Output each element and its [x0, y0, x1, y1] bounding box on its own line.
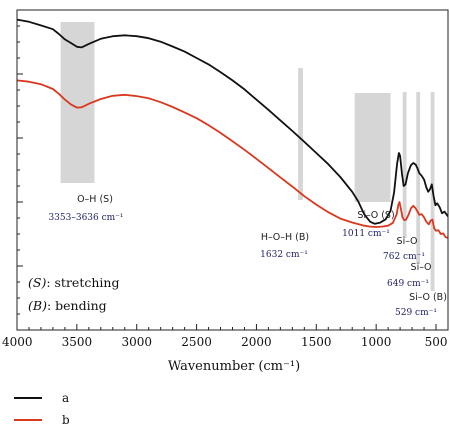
- band-highlights: [60, 22, 435, 291]
- x-tick-label-500: 500: [425, 335, 448, 349]
- band-1011-cm: [354, 93, 391, 202]
- x-tick-label-1000: 1000: [361, 335, 392, 349]
- x-tick-label-1500: 1500: [301, 335, 332, 349]
- band-wavenumber-label: 1632 cm⁻¹: [260, 250, 308, 260]
- x-tick-label-3500: 3500: [62, 335, 93, 349]
- band-762-cm: [402, 92, 407, 238]
- band-bond-label: H–O–H (B): [261, 232, 309, 243]
- band-wavenumber-label: 3353–3636 cm⁻¹: [48, 213, 123, 223]
- band-3353-3636-cm: [60, 22, 95, 183]
- band-bond-label: Si–O: [411, 262, 432, 273]
- legend-label-b: b: [62, 413, 70, 427]
- x-axis-title: Wavenumber (cm⁻¹): [168, 359, 300, 374]
- y-axis-ticks: [17, 9, 23, 331]
- band-649-cm: [416, 92, 421, 264]
- note-stretching: (S): stretching: [28, 275, 119, 290]
- legend: ab: [14, 391, 70, 427]
- legend-label-a: a: [62, 391, 69, 405]
- x-tick-label-2000: 2000: [241, 335, 272, 349]
- band-wavenumber-label: 762 cm⁻¹: [383, 252, 425, 262]
- series-line-b: [16, 79, 449, 239]
- series-lines: [16, 18, 449, 239]
- x-tick-label-4000: 4000: [2, 335, 33, 349]
- band-annotations: O–H (S) 3353–3636 cm⁻¹ H–O–H (B) 1632 cm⁻¹ S…: [48, 194, 446, 318]
- series-line-a: [16, 18, 449, 225]
- band-bond-label: O–H (S): [77, 194, 113, 205]
- band-bond-label: Si–O (S): [357, 210, 394, 221]
- band-wavenumber-label: 649 cm⁻¹: [387, 279, 429, 289]
- band-bond-label: Si–O (B): [409, 292, 447, 303]
- band-wavenumber-label: 1011 cm⁻¹: [342, 229, 390, 239]
- x-tick-label-2500: 2500: [181, 335, 212, 349]
- band-1632-cm: [298, 68, 303, 200]
- band-bond-label: Si–O: [397, 236, 418, 247]
- note-bending: (B): bending: [28, 298, 107, 313]
- band-wavenumber-label: 529 cm⁻¹: [395, 308, 437, 318]
- annotation-legend: (S): stretching (B): bending: [28, 275, 119, 313]
- x-axis: 4000 3500 3000 2500 2000 1500 1000 500: [2, 324, 449, 349]
- x-tick-label-3000: 3000: [121, 335, 152, 349]
